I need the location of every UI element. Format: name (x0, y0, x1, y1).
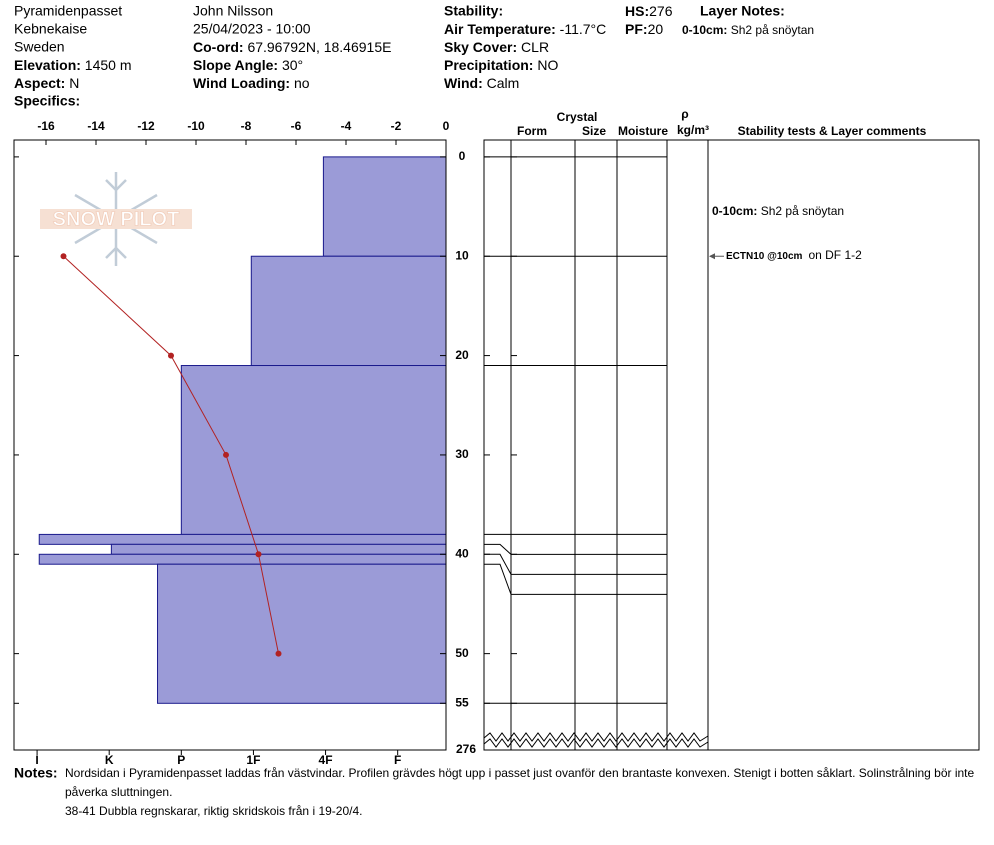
layer-note: 0-10cm: Sh2 på snöytan (682, 23, 814, 37)
y-tick-label: 55 (455, 695, 469, 709)
notes: Notes: Nordsidan i Pyramidenpasset ladda… (14, 765, 975, 818)
x-tick-label: -2 (391, 119, 402, 133)
x-tick-label: -16 (37, 119, 55, 133)
temperature-point (255, 551, 262, 558)
strat-frame (483, 139, 980, 751)
layer-comment: 0-10cm: Sh2 på snöytan (712, 204, 844, 218)
x-tick-label: -8 (241, 119, 252, 133)
note-line: 38-41 Dubbla regnskarar, riktig skridsko… (65, 804, 362, 818)
y-tick-label: 30 (455, 447, 469, 461)
range: Kebnekaise (14, 21, 87, 37)
y-tick-label: 20 (455, 348, 469, 362)
hardness-tick-label: I (35, 753, 38, 767)
col-form: Form (517, 124, 547, 138)
logo-band (40, 209, 192, 229)
stability: Stability: (444, 3, 503, 19)
sky: Sky Cover: CLR (444, 39, 549, 55)
col-rho: ρ (681, 107, 688, 121)
hardness-bar (180, 365, 447, 535)
layer-notes: Layer Notes: (700, 3, 785, 19)
hardness-bar (157, 563, 447, 704)
logo: SNOW PILOT (40, 172, 192, 266)
air-temp: Air Temperature: -11.7°C (444, 21, 606, 37)
x-tick-label: 0 (443, 119, 450, 133)
test-code: ECTN10 @10cm (726, 251, 803, 262)
coord: Co-ord: 67.96792N, 18.46915E (193, 39, 391, 55)
y-tick-label: 50 (455, 646, 469, 660)
datetime: 25/04/2023 - 10:00 (193, 21, 311, 37)
test-result: ECTN10 @10cm on DF 1-2 (726, 248, 862, 262)
col-crystal: Crystal (557, 110, 598, 124)
logo-text: SNOW PILOT (53, 208, 180, 230)
precip: Precipitation: NO (444, 57, 558, 73)
y-tick-label: 10 (455, 248, 469, 262)
hardness-tick-label: 4F (319, 753, 333, 767)
pf: PF:20 (625, 21, 663, 37)
hardness-tick-label: K (105, 753, 114, 767)
plot: -16 -14 -12 -10 -8 -6 -4 -2 0 0 10 20 30 40 50 55 276 I K P… (14, 119, 862, 767)
notes-label: Notes: (14, 765, 58, 781)
hs: HS:276 (625, 3, 673, 19)
hardness-tick-label: 1F (246, 753, 260, 767)
hardness-bar (322, 156, 447, 257)
y-tick-label: 0 (459, 149, 466, 163)
country: Sweden (14, 39, 65, 55)
temperature-point (275, 650, 282, 657)
layer-boundary (484, 553, 667, 575)
col-moisture: Moisture (618, 124, 668, 138)
location: Pyramidenpasset (14, 3, 122, 19)
hardness-bar (250, 255, 447, 367)
wind-loading: Wind Loading: no (193, 75, 310, 91)
hardness-bar (110, 543, 447, 555)
header: Pyramidenpasset Kebnekaise Sweden Elevat… (14, 3, 814, 109)
slope: Slope Angle: 30° (193, 57, 303, 73)
break-mark (483, 732, 709, 748)
hardness-tick-label: F (394, 753, 401, 767)
note-line: påverka sluttningen. (65, 785, 172, 799)
x-tick-label: -14 (87, 119, 105, 133)
specifics: Specifics: (14, 93, 80, 109)
layer-boundary (484, 543, 667, 555)
hardness-tick-label: P (177, 753, 185, 767)
test-arrowhead (709, 253, 715, 260)
wind: Wind: Calm (444, 75, 519, 91)
col-size: Size (582, 124, 606, 138)
bottom-depth: 276 (456, 742, 476, 756)
x-tick-label: -12 (137, 119, 155, 133)
x-tick-label: -4 (341, 119, 352, 133)
aspect: Aspect: N (14, 75, 79, 91)
test-text: on DF 1-2 (808, 248, 862, 262)
plot-frame (13, 139, 447, 751)
column-headers: Crystal Form Size Moisture ρ kg/m³ Stabi… (517, 107, 927, 138)
hardness-bar (38, 553, 447, 565)
col-density: kg/m³ (677, 123, 709, 137)
y-tick-label: 40 (455, 546, 469, 560)
temperature-point (223, 451, 229, 458)
column-lines (510, 140, 709, 750)
elevation: Elevation: 1450 m (14, 57, 132, 73)
hardness-bar (38, 533, 447, 545)
col-comments: Stability tests & Layer comments (738, 124, 927, 138)
temperature-point (60, 253, 67, 260)
temperature-point (168, 352, 174, 359)
x-tick-label: -10 (187, 119, 205, 133)
observer: John Nilsson (193, 3, 273, 19)
layer-boundary (484, 563, 667, 595)
x-tick-label: -6 (291, 119, 302, 133)
note-line: Nordsidan i Pyramidenpasset laddas från … (65, 766, 975, 780)
